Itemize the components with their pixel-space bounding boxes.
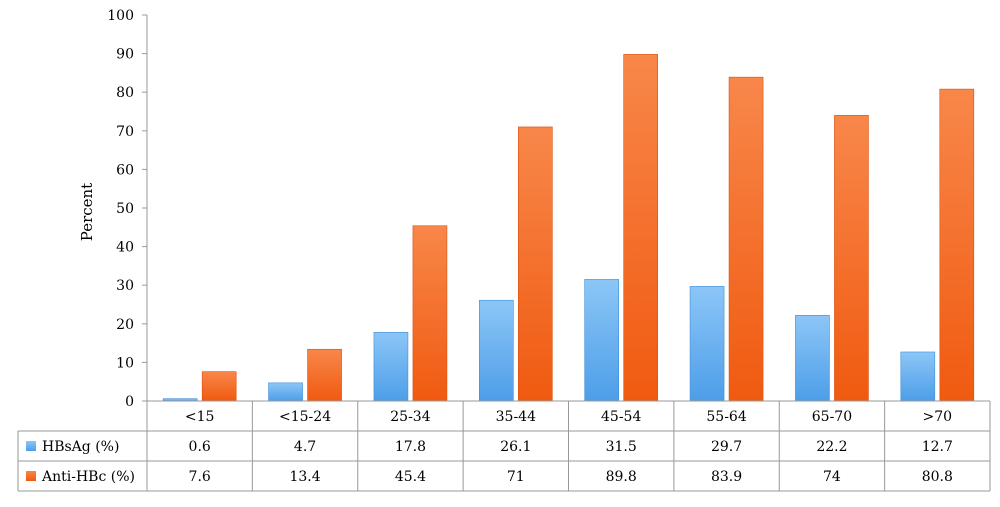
y-tick-label: 90 xyxy=(116,47,134,63)
data-label: 74 xyxy=(823,469,841,485)
x-tick-label: <15-24 xyxy=(279,409,331,425)
data-label: 12.7 xyxy=(922,439,953,455)
y-tick-label: 40 xyxy=(116,240,134,256)
y-tick-label: 20 xyxy=(116,317,134,333)
x-tick-label: 55-64 xyxy=(706,409,746,425)
data-label: 29.7 xyxy=(711,439,742,455)
data-label: 26.1 xyxy=(500,439,531,455)
x-tick-label: 35-44 xyxy=(496,409,536,425)
bar-anti-hbc-1 xyxy=(307,348,342,402)
data-label: 71 xyxy=(507,469,525,485)
legend-swatch-anti-hbc xyxy=(26,471,36,481)
bar-anti-hbc-5 xyxy=(728,76,764,402)
bar-hbsag-2 xyxy=(373,331,409,402)
data-label: 7.6 xyxy=(189,469,211,485)
x-tick-label: 25-34 xyxy=(390,409,430,425)
bar-hbsag-5 xyxy=(689,286,725,402)
data-label: 4.7 xyxy=(294,439,316,455)
bar-anti-hbc-6 xyxy=(834,115,869,402)
y-tick-label: 50 xyxy=(116,201,134,217)
y-tick-label: 0 xyxy=(125,394,134,410)
data-table: <15 <15-24 25-34 35-44 45-54 55-64 65-70 >70 HBs… xyxy=(17,400,991,492)
y-tick-label: 10 xyxy=(116,355,134,371)
x-tick-label: <15 xyxy=(185,409,215,425)
bars xyxy=(162,54,975,402)
bar-anti-hbc-2 xyxy=(412,225,448,402)
bar-hbsag-3 xyxy=(479,299,514,402)
data-label: 89.8 xyxy=(606,469,637,485)
legend-label-hbsag: HBsAg (%) xyxy=(42,439,119,455)
bar-anti-hbc-0 xyxy=(201,371,237,402)
data-label: 13.4 xyxy=(289,469,320,485)
x-tick-label: >70 xyxy=(923,409,953,425)
data-label: 80.8 xyxy=(922,469,953,485)
legend-swatch-hbsag xyxy=(26,441,36,451)
y-tick-label: 100 xyxy=(107,8,134,24)
bar-hbsag-4 xyxy=(584,279,619,402)
y-tick-label: 70 xyxy=(116,124,134,140)
data-label: 0.6 xyxy=(189,439,211,455)
data-label: 17.8 xyxy=(395,439,426,455)
y-tick-label: 30 xyxy=(116,278,134,294)
y-tick-label: 80 xyxy=(116,85,134,101)
data-label: 45.4 xyxy=(395,469,426,485)
y-axis-label: Percent xyxy=(78,183,96,241)
bar-hbsag-6 xyxy=(795,315,830,402)
bar-anti-hbc-4 xyxy=(623,54,658,402)
data-label: 83.9 xyxy=(711,469,742,485)
y-tick-label: 60 xyxy=(116,162,134,178)
bar-anti-hbc-3 xyxy=(518,126,553,402)
data-label: 22.2 xyxy=(816,439,847,455)
legend-label-anti-hbc: Anti-HBc (%) xyxy=(41,469,135,485)
x-tick-label: 65-70 xyxy=(812,409,852,425)
bar-hbsag-1 xyxy=(268,382,303,402)
bar-anti-hbc-7 xyxy=(939,88,975,402)
axes: 0 10 20 30 40 50 60 70 80 90 100 xyxy=(107,8,148,410)
bar-hbsag-7 xyxy=(900,351,936,402)
x-tick-label: 45-54 xyxy=(601,409,641,425)
data-label: 31.5 xyxy=(606,439,637,455)
